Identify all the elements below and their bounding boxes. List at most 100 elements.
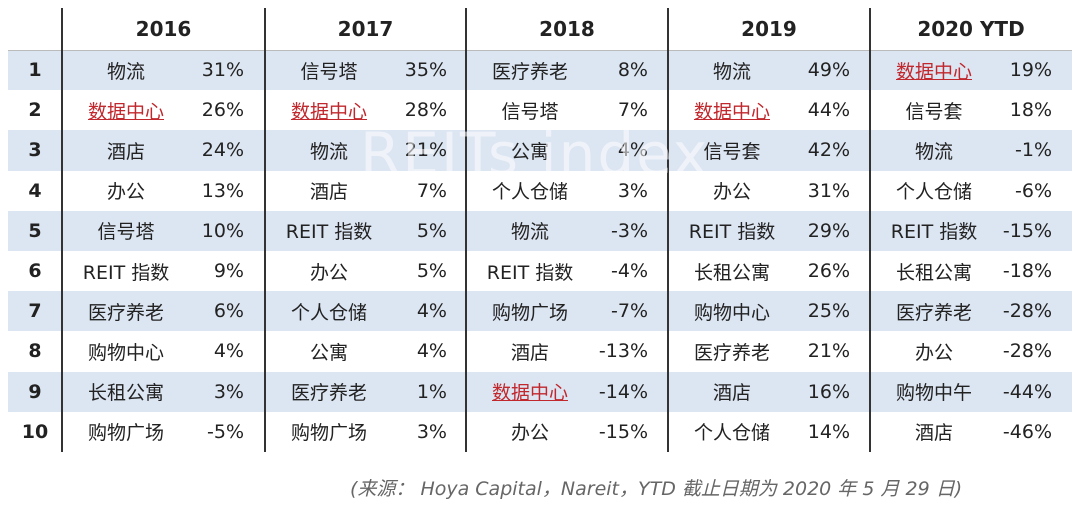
- return-value: 10%: [201, 219, 244, 242]
- watermark: REITs index: [360, 120, 710, 188]
- column-divider: [667, 8, 669, 452]
- return-value: -44%: [1002, 380, 1052, 403]
- return-value: 44%: [807, 99, 850, 122]
- column-header: 2019: [741, 17, 797, 41]
- return-value: 25%: [807, 300, 850, 323]
- return-value: 5%: [416, 219, 447, 242]
- return-value: 4%: [213, 340, 244, 363]
- sector-name: 数据中心: [491, 382, 568, 405]
- sector-name: 购物中午: [895, 382, 972, 405]
- rank: 7: [28, 300, 42, 323]
- return-value: 13%: [201, 179, 244, 202]
- rank: 4: [28, 179, 42, 202]
- sector-name: 医疗养老: [491, 60, 568, 83]
- column-header: 2017: [337, 17, 394, 41]
- sector-name: 购物中心: [693, 301, 770, 324]
- sector-name: 数据中心: [290, 100, 367, 123]
- return-value: -14%: [598, 380, 648, 403]
- sector-name: REIT 指数: [688, 221, 776, 244]
- return-value: -18%: [1002, 260, 1052, 283]
- sector-name: 长租公寓: [895, 261, 972, 284]
- row-band: [8, 371, 1072, 412]
- sector-name: REIT 指数: [82, 261, 170, 284]
- rank: 9: [28, 380, 42, 403]
- column-divider: [869, 8, 871, 452]
- sector-name: REIT 指数: [890, 221, 978, 244]
- return-value: 8%: [617, 59, 648, 82]
- sector-name: 办公: [712, 181, 751, 204]
- return-value: 5%: [416, 260, 447, 283]
- return-value: 7%: [617, 99, 648, 122]
- sector-name: 信号塔: [97, 221, 155, 244]
- row-band: [8, 210, 1072, 251]
- return-value: 28%: [404, 99, 447, 122]
- sector-name: 数据中心: [895, 60, 972, 83]
- return-value: -4%: [611, 260, 648, 283]
- sector-name: 购物中心: [87, 341, 164, 364]
- row-band: [8, 291, 1072, 332]
- return-value: 1%: [416, 380, 447, 403]
- sector-name: 信号塔: [300, 60, 358, 83]
- return-value: 26%: [201, 99, 244, 122]
- rank: 1: [28, 59, 42, 82]
- source-note: (来源： Hoya Capital，Nareit，YTD 截止日期为 2020 …: [350, 478, 963, 500]
- return-value: 19%: [1009, 59, 1052, 82]
- return-value: -13%: [598, 340, 648, 363]
- row-band: [8, 50, 1072, 91]
- return-value: -7%: [611, 300, 648, 323]
- return-value: 4%: [617, 139, 648, 162]
- sector-name: 购物广场: [87, 422, 164, 445]
- column-header: 2020 YTD: [917, 17, 1025, 41]
- sector-name: 个人仓储: [491, 181, 568, 204]
- return-value: 31%: [807, 179, 850, 202]
- return-value: 14%: [807, 420, 850, 443]
- sector-name: 购物广场: [290, 422, 367, 445]
- return-value: -1%: [1015, 139, 1052, 162]
- return-value: 24%: [201, 139, 244, 162]
- return-value: -5%: [207, 420, 244, 443]
- rank: 2: [28, 99, 42, 122]
- sector-name: 酒店: [106, 140, 145, 163]
- sector-name: 酒店: [712, 382, 751, 405]
- rank: 6: [28, 260, 42, 283]
- sector-name: 公寓: [510, 140, 549, 163]
- return-value: 3%: [416, 420, 447, 443]
- return-value: -15%: [598, 420, 648, 443]
- sector-name: 个人仓储: [895, 181, 972, 204]
- sector-name: 物流: [106, 60, 145, 83]
- return-value: 21%: [404, 139, 447, 162]
- column-divider: [61, 8, 63, 452]
- sector-name: 购物广场: [491, 301, 568, 324]
- return-value: 35%: [404, 59, 447, 82]
- column-divider: [465, 8, 467, 452]
- sector-name: 物流: [712, 60, 751, 83]
- sector-name: 医疗养老: [290, 382, 367, 405]
- return-value: 3%: [617, 179, 648, 202]
- return-value: 16%: [807, 380, 850, 403]
- sector-name: 数据中心: [693, 100, 770, 123]
- return-value: 49%: [807, 59, 850, 82]
- sector-name: 信号塔: [501, 100, 559, 123]
- return-value: -15%: [1002, 219, 1052, 242]
- return-value: 26%: [807, 260, 850, 283]
- sector-name: 长租公寓: [693, 261, 770, 284]
- return-value: -6%: [1015, 179, 1052, 202]
- sector-name: 办公: [309, 261, 348, 284]
- sector-name: 物流: [510, 221, 549, 244]
- sector-name: 酒店: [309, 181, 348, 204]
- sector-name: 办公: [510, 422, 549, 445]
- return-value: 31%: [201, 59, 244, 82]
- sector-name: 信号套: [905, 100, 963, 123]
- return-value: 4%: [416, 300, 447, 323]
- return-value: 18%: [1009, 99, 1052, 122]
- sector-name: 数据中心: [87, 100, 164, 123]
- sector-name: REIT 指数: [285, 221, 373, 244]
- return-value: 29%: [807, 219, 850, 242]
- sector-name: 个人仓储: [693, 422, 770, 445]
- sector-name: 酒店: [510, 341, 549, 364]
- sector-name: 医疗养老: [895, 301, 972, 324]
- rank: 8: [28, 340, 42, 363]
- sector-name: 信号套: [703, 140, 761, 163]
- sector-name: 医疗养老: [87, 301, 164, 324]
